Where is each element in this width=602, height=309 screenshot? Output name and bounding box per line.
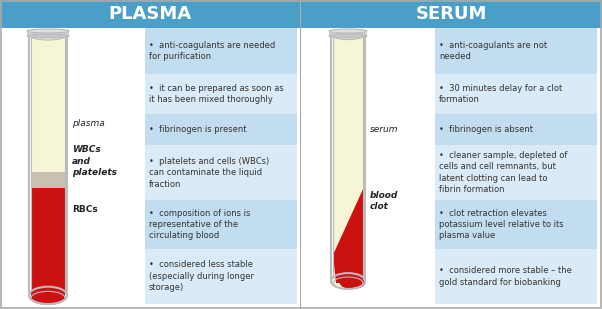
Ellipse shape: [333, 277, 363, 289]
Text: •  platelets and cells (WBCs)
can contaminate the liquid
fraction: • platelets and cells (WBCs) can contami…: [149, 157, 269, 188]
FancyBboxPatch shape: [145, 145, 297, 200]
FancyBboxPatch shape: [435, 145, 597, 200]
Text: SERUM: SERUM: [415, 5, 486, 23]
Ellipse shape: [27, 29, 69, 33]
FancyBboxPatch shape: [435, 28, 597, 74]
Text: WBCs
and
platelets: WBCs and platelets: [72, 146, 117, 177]
FancyBboxPatch shape: [329, 31, 367, 36]
Text: plasma: plasma: [72, 120, 105, 129]
FancyBboxPatch shape: [435, 249, 597, 304]
FancyBboxPatch shape: [27, 31, 69, 36]
FancyBboxPatch shape: [435, 74, 597, 114]
FancyBboxPatch shape: [333, 36, 363, 283]
FancyBboxPatch shape: [435, 200, 597, 249]
Text: PLASMA: PLASMA: [108, 5, 191, 23]
Text: •  cleaner sample, depleted of
cells and cell remnants, but
latent clotting can : • cleaner sample, depleted of cells and …: [439, 151, 567, 194]
Ellipse shape: [31, 32, 65, 40]
Ellipse shape: [31, 291, 65, 305]
FancyBboxPatch shape: [145, 114, 297, 145]
FancyBboxPatch shape: [300, 0, 602, 28]
Ellipse shape: [333, 32, 363, 40]
FancyBboxPatch shape: [145, 74, 297, 114]
FancyBboxPatch shape: [31, 172, 65, 188]
Text: RBCs: RBCs: [72, 205, 98, 214]
Ellipse shape: [27, 34, 69, 38]
Text: serum: serum: [370, 125, 399, 133]
FancyBboxPatch shape: [31, 188, 65, 298]
Text: •  it can be prepared as soon as
it has been mixed thoroughly: • it can be prepared as soon as it has b…: [149, 84, 284, 104]
Text: •  considered less stable
(especially during longer
storage): • considered less stable (especially dur…: [149, 260, 254, 292]
FancyBboxPatch shape: [145, 200, 297, 249]
FancyBboxPatch shape: [435, 114, 597, 145]
Text: •  30 minutes delay for a clot
formation: • 30 minutes delay for a clot formation: [439, 84, 562, 104]
FancyBboxPatch shape: [145, 28, 297, 74]
Text: •  fibrinogen is present: • fibrinogen is present: [149, 125, 246, 134]
Text: •  anti-coagulants are needed
for purification: • anti-coagulants are needed for purific…: [149, 41, 275, 61]
FancyBboxPatch shape: [0, 0, 300, 28]
Text: blood
clot: blood clot: [370, 191, 399, 211]
Text: •  clot retraction elevates
potassium level relative to its
plasma value: • clot retraction elevates potassium lev…: [439, 209, 563, 240]
Ellipse shape: [329, 29, 367, 33]
Text: •  fibrinogen is absent: • fibrinogen is absent: [439, 125, 533, 134]
Text: •  composition of ions is
representative of the
circulating blood: • composition of ions is representative …: [149, 209, 250, 240]
Text: •  considered more stable – the
gold standard for biobanking: • considered more stable – the gold stan…: [439, 266, 572, 287]
Polygon shape: [333, 189, 363, 283]
FancyBboxPatch shape: [145, 249, 297, 304]
Ellipse shape: [329, 34, 367, 38]
FancyBboxPatch shape: [31, 36, 65, 172]
Ellipse shape: [340, 277, 365, 289]
Text: •  anti-coagulants are not
needed: • anti-coagulants are not needed: [439, 41, 547, 61]
